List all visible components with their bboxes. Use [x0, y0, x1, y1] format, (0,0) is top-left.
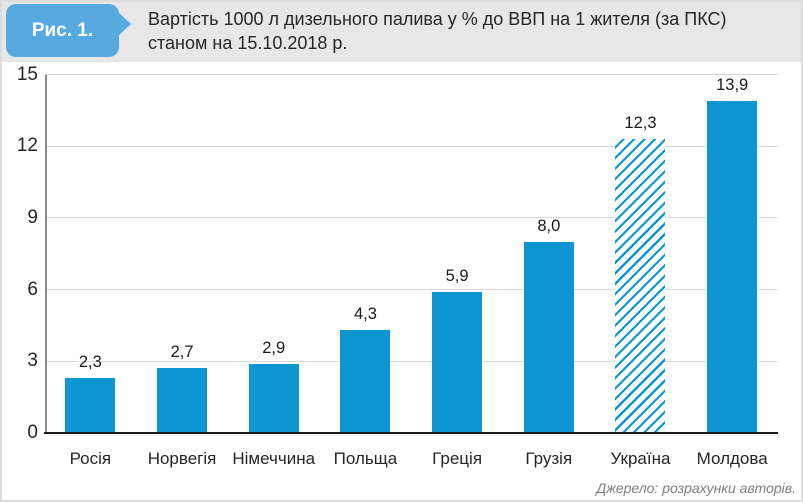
- y-tick-15: 15: [16, 63, 38, 85]
- x-label-germany: Німеччина: [232, 449, 316, 468]
- bar-poland: [340, 330, 391, 432]
- x-label-norway: Норвегія: [147, 449, 217, 468]
- gridline-6: [44, 289, 778, 291]
- x-label-poland: Польща: [333, 449, 398, 468]
- y-tick-9: 9: [27, 206, 38, 228]
- source-note: Джерело: розрахунки авторів.: [596, 480, 796, 496]
- value-label-ukraine: 12,3: [624, 114, 657, 133]
- bar-russia: [65, 378, 116, 432]
- x-label-russia: Росія: [69, 449, 112, 468]
- figure-header: Рис. 1. Вартість 1000 л дизельного палив…: [0, 0, 803, 62]
- value-label-germany: 2,9: [262, 338, 286, 357]
- gridline-12: [44, 145, 778, 147]
- x-label-georgia: Грузія: [525, 449, 573, 468]
- figure-number-badge: Рис. 1.: [6, 4, 119, 57]
- bar-georgia: [523, 241, 574, 432]
- badge-arrow-icon: [118, 12, 131, 36]
- y-tick-3: 3: [27, 350, 38, 372]
- x-label-greece: Греція: [432, 449, 483, 468]
- y-tick-6: 6: [27, 278, 38, 300]
- chart-title-line1: Вартість 1000 л дизельного палива у % до…: [148, 9, 727, 29]
- bar-germany: [248, 363, 299, 432]
- bar-greece: [432, 291, 483, 432]
- chart-title-line2: станом на 15.10.2018 р.: [148, 33, 348, 53]
- value-label-georgia: 8,0: [537, 216, 561, 235]
- value-label-moldova: 13,9: [716, 75, 749, 94]
- y-axis: [44, 74, 47, 433]
- y-tick-0: 0: [27, 422, 38, 443]
- x-axis: [43, 432, 778, 434]
- bar-ukraine: [615, 139, 666, 432]
- figure-number-label: Рис. 1.: [31, 19, 94, 41]
- bar-norway: [157, 368, 208, 432]
- x-label-ukraine: Україна: [610, 449, 671, 468]
- value-label-greece: 5,9: [445, 266, 469, 285]
- value-label-norway: 2,7: [170, 343, 194, 362]
- y-tick-12: 12: [16, 135, 38, 157]
- x-label-moldova: Молдова: [696, 449, 768, 468]
- value-label-poland: 4,3: [353, 305, 377, 324]
- gridline-3: [44, 360, 778, 362]
- gridline-9: [44, 217, 778, 219]
- chart-title: Вартість 1000 л дизельного палива у % до…: [148, 7, 726, 55]
- value-label-russia: 2,3: [78, 353, 102, 372]
- bar-moldova: [707, 100, 758, 432]
- gridline-15: [44, 74, 778, 75]
